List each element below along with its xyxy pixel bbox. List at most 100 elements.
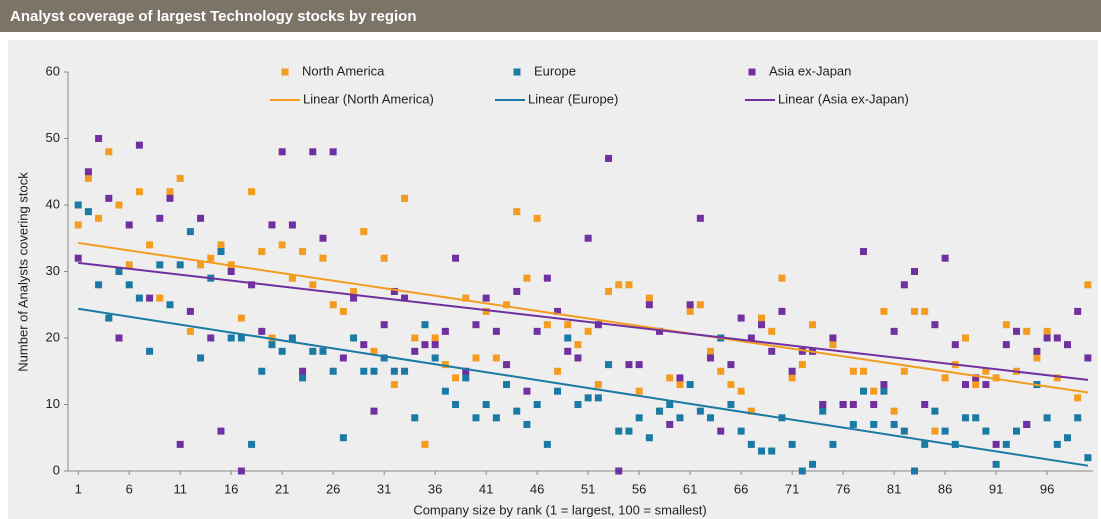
point	[941, 254, 949, 262]
point	[299, 248, 307, 256]
point	[146, 347, 154, 355]
point	[635, 414, 643, 422]
point	[972, 414, 980, 422]
point	[768, 447, 776, 455]
y-tick-label: 0	[53, 462, 60, 477]
point	[747, 334, 755, 342]
point	[900, 427, 908, 435]
x-axis-label: Company size by rank (1 = largest, 100 =…	[413, 502, 706, 517]
point	[860, 367, 868, 375]
point	[309, 281, 317, 289]
point	[645, 434, 653, 442]
point	[1043, 327, 1051, 335]
point	[350, 334, 358, 342]
point	[217, 427, 225, 435]
point	[360, 367, 368, 375]
y-tick-label: 20	[46, 329, 60, 344]
x-tick-label: 61	[683, 481, 697, 496]
point	[574, 341, 582, 349]
point	[605, 287, 613, 295]
point	[727, 361, 735, 369]
point	[768, 347, 776, 355]
point	[74, 201, 82, 209]
point	[717, 367, 725, 375]
point	[574, 401, 582, 408]
point	[401, 367, 409, 375]
point	[849, 401, 857, 408]
point	[125, 261, 133, 269]
point	[554, 387, 562, 395]
point	[931, 407, 939, 415]
y-tick-label: 50	[46, 130, 60, 145]
point	[992, 374, 1000, 382]
point	[237, 334, 245, 342]
point	[248, 281, 256, 289]
legend-label: Linear (North America)	[303, 91, 434, 106]
point	[431, 334, 439, 342]
point	[401, 194, 409, 202]
point	[411, 414, 419, 422]
point	[503, 301, 511, 309]
point	[635, 361, 643, 369]
point	[115, 201, 123, 209]
point	[941, 374, 949, 382]
x-tick-label: 26	[326, 481, 340, 496]
point	[1064, 341, 1072, 349]
point	[921, 401, 929, 408]
point	[778, 307, 786, 315]
point	[401, 294, 409, 302]
point	[339, 354, 347, 362]
point	[727, 401, 735, 408]
point	[288, 274, 296, 282]
point	[686, 301, 694, 309]
point	[95, 281, 103, 289]
point	[452, 401, 460, 408]
point	[125, 221, 133, 229]
point	[707, 354, 715, 362]
point	[533, 401, 541, 408]
point	[380, 354, 388, 362]
trend-line	[78, 307, 1089, 467]
point	[319, 347, 327, 355]
point	[523, 420, 531, 428]
x-tick-label: 51	[581, 481, 595, 496]
point	[584, 327, 592, 335]
point	[135, 188, 143, 196]
point	[696, 301, 704, 309]
point	[931, 427, 939, 435]
point	[197, 354, 205, 362]
point	[1074, 307, 1082, 315]
point	[686, 381, 694, 389]
point	[543, 274, 551, 282]
point	[676, 414, 684, 422]
point	[441, 387, 449, 395]
point	[1084, 354, 1092, 362]
point	[1002, 321, 1010, 329]
point	[1064, 434, 1072, 442]
point	[941, 427, 949, 435]
point	[492, 354, 500, 362]
point	[105, 194, 113, 202]
point	[870, 401, 878, 408]
point	[237, 314, 245, 322]
point	[237, 467, 245, 475]
point	[197, 214, 205, 222]
chart-title: Analyst coverage of largest Technology s…	[10, 8, 417, 25]
point	[217, 248, 225, 256]
point	[554, 307, 562, 315]
point	[1033, 347, 1041, 355]
point	[1053, 440, 1061, 448]
point	[982, 367, 990, 375]
point	[962, 334, 970, 342]
point	[890, 420, 898, 428]
point	[707, 414, 715, 422]
x-tick-label: 16	[224, 481, 238, 496]
point	[217, 241, 225, 249]
y-tick-label: 10	[46, 396, 60, 411]
point	[911, 307, 919, 315]
point	[1002, 341, 1010, 349]
point	[890, 327, 898, 335]
point	[1043, 334, 1051, 342]
x-tick-label: 21	[275, 481, 289, 496]
point	[421, 341, 429, 349]
